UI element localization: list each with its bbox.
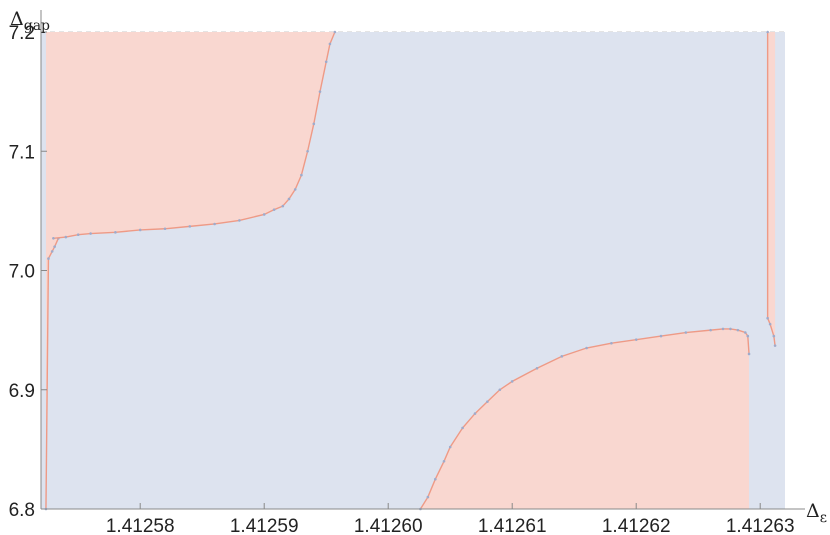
boundary-point — [138, 228, 142, 232]
boundary-point — [324, 60, 328, 64]
excluded-region-3 — [420, 328, 750, 509]
excluded-region-2 — [53, 32, 335, 239]
x-axis-label: Δε — [806, 500, 827, 526]
region-layer — [41, 30, 785, 511]
boundary-point — [498, 388, 502, 392]
boundary-point — [426, 495, 430, 499]
boundary-point — [585, 346, 588, 350]
y-tick-label: 6.8 — [9, 500, 35, 521]
x-tick-label: 1.41261 — [478, 516, 547, 535]
boundary-point — [434, 477, 437, 481]
axis-layer — [40, 10, 805, 510]
x-tick-label: 1.41263 — [726, 516, 795, 535]
boundary-point — [486, 400, 489, 403]
boundary-point — [768, 322, 772, 326]
boundary-point — [262, 213, 266, 216]
boundary-point — [684, 331, 688, 334]
boundary-point — [318, 90, 322, 93]
y-tick-label: 6.9 — [9, 381, 35, 402]
excluded-region-4 — [767, 32, 776, 346]
boundary-point — [747, 352, 751, 356]
boundary-point — [53, 245, 56, 248]
x-tick-label: 1.41259 — [230, 516, 299, 535]
boundary-point — [76, 233, 80, 237]
boundary-point — [328, 42, 332, 46]
boundary-point — [773, 344, 777, 347]
boundary-point — [744, 331, 747, 334]
boundary-point — [281, 204, 285, 208]
x-tick-label: 1.41258 — [106, 516, 175, 535]
boundary-point — [766, 316, 769, 320]
y-tick-label: 7.2 — [9, 23, 35, 44]
boundary-point — [560, 355, 564, 358]
boundary-point — [473, 412, 477, 415]
boundary-point — [272, 208, 276, 211]
boundary-point — [721, 327, 725, 331]
boundary-point — [163, 227, 167, 231]
x-tick-label: 1.41260 — [354, 516, 423, 535]
y-axis-label: Δgap — [10, 8, 50, 34]
y-tick-label: 7.0 — [9, 262, 35, 283]
boundary-point — [114, 231, 117, 234]
boundary-point — [306, 149, 309, 153]
boundary-point — [729, 327, 732, 331]
boundary-point — [47, 257, 50, 260]
boundary-point — [510, 380, 514, 383]
boundary-point — [293, 188, 297, 191]
boundary-point — [535, 366, 539, 370]
boundary-point — [736, 328, 740, 332]
boundary-point — [64, 235, 68, 239]
boundary-point — [287, 197, 291, 201]
boundary-point — [89, 232, 92, 235]
boundary-point — [213, 222, 216, 226]
boundary-point — [300, 173, 303, 177]
boundary-point — [442, 460, 446, 463]
boundary-point — [52, 237, 55, 240]
boundary-point — [312, 122, 316, 126]
label-layer: 1.41258 1.41259 1.41260 1.41261 1.41262 1.412… — [9, 8, 827, 535]
boundary-point — [659, 334, 663, 338]
boundary-point — [461, 426, 464, 430]
boundary-point — [238, 219, 241, 222]
boundary-point — [746, 334, 750, 338]
boundary-point — [709, 328, 712, 332]
boundary-point — [448, 445, 452, 449]
x-tick-label: 1.41262 — [602, 516, 671, 535]
boundary-line-2 — [53, 31, 336, 239]
boundary-point — [766, 30, 769, 34]
boundary-point — [50, 250, 54, 253]
boundary-point — [610, 341, 613, 345]
boundary-point — [634, 338, 638, 341]
boundary-point — [188, 225, 192, 228]
boundary-point — [333, 30, 337, 34]
boundary-point — [772, 334, 776, 338]
y-tick-label: 7.1 — [9, 142, 35, 163]
